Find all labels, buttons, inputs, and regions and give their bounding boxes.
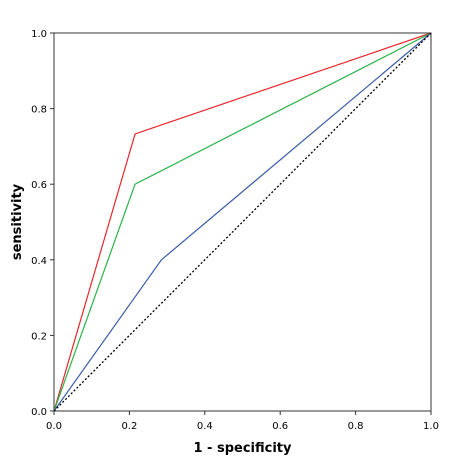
- y-tick-label: 0.8: [31, 105, 47, 116]
- x-axis-ticks: 0.0 0.2 0.4 0.6 0.8 1.0: [46, 411, 439, 432]
- plot-frame: [53, 32, 432, 412]
- y-axis-ticks: 0.0 0.2 0.4 0.6 0.8 1.0: [31, 29, 54, 418]
- x-axis-title: 1 - specificity: [193, 441, 292, 456]
- roc-line-green: [53, 32, 432, 412]
- x-tick-label: 1.0: [423, 421, 439, 432]
- roc-line-blue: [53, 32, 432, 412]
- x-tick-label: 0.6: [272, 421, 288, 432]
- y-tick-label: 0.6: [31, 180, 47, 191]
- y-tick-label: 0.4: [31, 256, 47, 267]
- roc-line-red: [53, 32, 432, 412]
- y-tick-label: 0.2: [31, 331, 47, 342]
- y-axis-title: sensitivity: [10, 183, 25, 260]
- y-tick-label: 1.0: [31, 29, 47, 40]
- y-tick-label: 0.0: [31, 407, 47, 418]
- x-tick-label: 0.0: [46, 421, 62, 432]
- x-tick-label: 0.2: [121, 421, 137, 432]
- x-tick-label: 0.8: [348, 421, 364, 432]
- x-tick-label: 0.4: [197, 421, 213, 432]
- reference-diagonal-line: [53, 32, 432, 412]
- series-layer: [53, 32, 432, 412]
